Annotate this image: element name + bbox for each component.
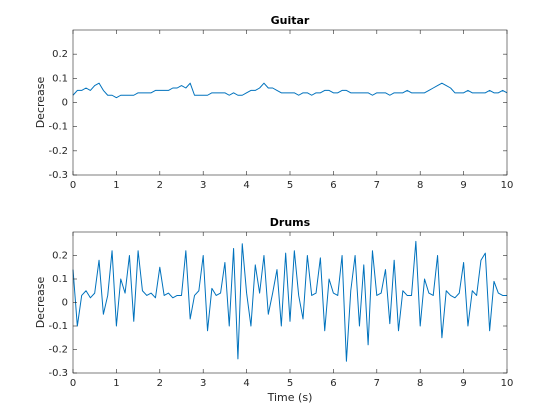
- axes-title: Drums: [270, 216, 311, 229]
- x-tick-label: 8: [417, 180, 423, 191]
- x-tick-label: 9: [460, 180, 466, 191]
- y-tick-label: 0.2: [52, 251, 68, 262]
- x-axis-label: Time (s): [267, 391, 313, 404]
- x-tick-label: 2: [157, 180, 163, 191]
- axes-box: [73, 30, 507, 175]
- signal-line: [72, 240, 507, 362]
- x-tick-label: 1: [113, 180, 119, 191]
- x-tick-label: 7: [374, 378, 380, 389]
- x-tick-label: 10: [501, 378, 514, 389]
- y-axis-label: Decrease: [34, 276, 47, 328]
- x-tick-label: 6: [330, 180, 336, 191]
- x-tick-label: 0: [70, 180, 76, 191]
- x-tick-label: 10: [501, 180, 514, 191]
- x-tick-label: 1: [113, 378, 119, 389]
- y-tick-label: -0.1: [48, 321, 68, 332]
- y-tick-label: -0.3: [48, 170, 68, 181]
- x-tick-label: 6: [330, 378, 336, 389]
- y-tick-label: 0: [62, 98, 68, 109]
- x-tick-label: 4: [243, 378, 249, 389]
- x-tick-label: 5: [287, 180, 293, 191]
- signal-line: [72, 82, 508, 99]
- y-tick-label: -0.2: [48, 345, 68, 356]
- y-tick-label: -0.2: [48, 146, 68, 157]
- x-tick-label: 2: [157, 378, 163, 389]
- y-axis-label: Decrease: [34, 76, 47, 128]
- x-tick-label: 4: [243, 180, 249, 191]
- x-tick-label: 3: [200, 378, 206, 389]
- y-tick-label: 0.2: [52, 49, 68, 60]
- y-tick-label: 0.1: [52, 73, 68, 84]
- y-tick-label: -0.3: [48, 368, 68, 379]
- y-tick-label: 0.1: [52, 274, 68, 285]
- y-tick-label: -0.1: [48, 122, 68, 133]
- x-tick-label: 8: [417, 378, 423, 389]
- axes-box: [73, 232, 507, 373]
- x-tick-label: 3: [200, 180, 206, 191]
- x-tick-label: 0: [70, 378, 76, 389]
- x-tick-label: 7: [374, 180, 380, 191]
- x-tick-label: 5: [287, 378, 293, 389]
- y-tick-label: 0: [62, 298, 68, 309]
- x-tick-label: 9: [460, 378, 466, 389]
- axes-title: Guitar: [271, 14, 310, 27]
